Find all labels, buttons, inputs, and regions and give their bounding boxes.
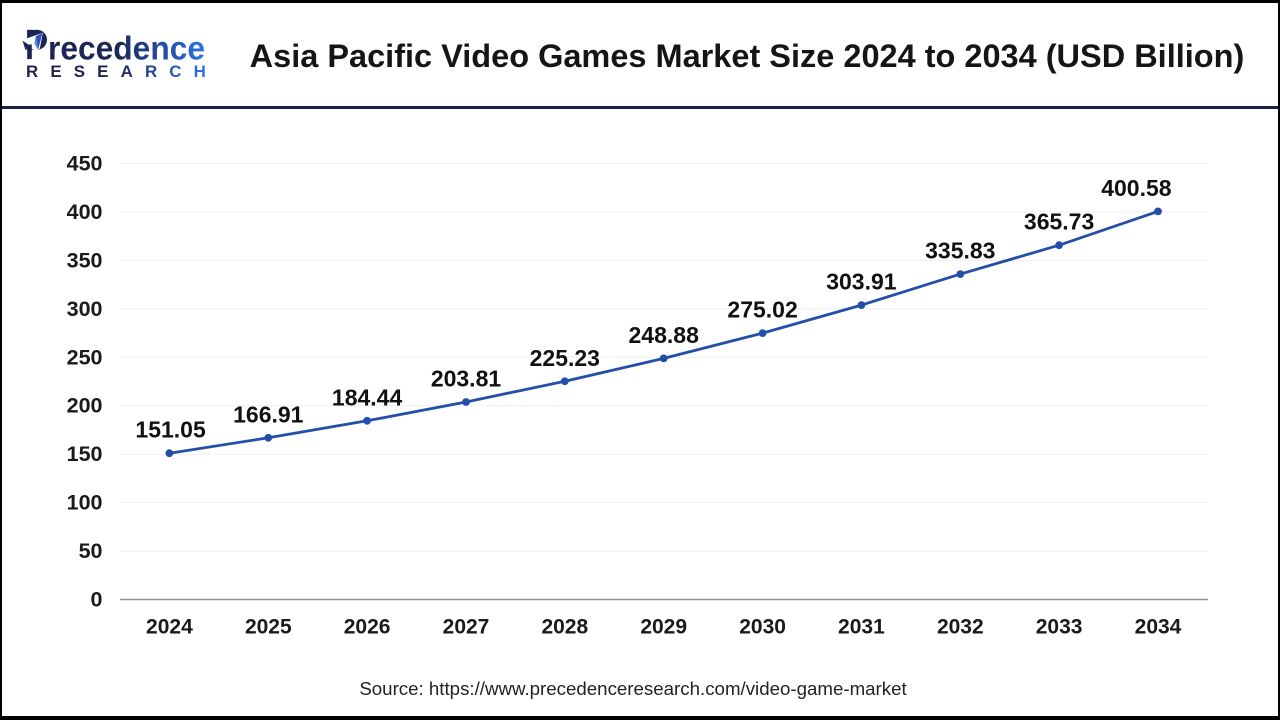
- svg-text:2030: 2030: [739, 616, 786, 639]
- svg-text:2028: 2028: [541, 616, 588, 639]
- svg-text:250: 250: [67, 345, 103, 369]
- svg-text:184.44: 184.44: [332, 384, 403, 410]
- svg-text:275.02: 275.02: [727, 297, 797, 323]
- svg-text:2034: 2034: [1135, 616, 1182, 639]
- svg-text:335.83: 335.83: [925, 238, 995, 264]
- svg-text:2032: 2032: [937, 616, 984, 639]
- svg-text:2025: 2025: [245, 616, 292, 639]
- svg-text:303.91: 303.91: [826, 269, 897, 295]
- svg-text:2033: 2033: [1036, 616, 1083, 639]
- svg-text:RESEARCH: RESEARCH: [26, 62, 210, 81]
- svg-text:300: 300: [67, 297, 103, 321]
- svg-text:0: 0: [91, 588, 103, 612]
- svg-text:248.88: 248.88: [629, 322, 700, 348]
- svg-text:2031: 2031: [838, 616, 885, 639]
- svg-text:450: 450: [67, 152, 103, 176]
- svg-text:400.58: 400.58: [1101, 175, 1172, 201]
- svg-text:350: 350: [67, 248, 103, 272]
- svg-text:400: 400: [67, 200, 103, 224]
- svg-text:2024: 2024: [146, 616, 193, 639]
- svg-text:225.23: 225.23: [530, 345, 600, 371]
- svg-text:151.05: 151.05: [135, 417, 206, 443]
- svg-text:recedence: recedence: [48, 30, 205, 67]
- svg-text:50: 50: [79, 539, 103, 563]
- svg-text:365.73: 365.73: [1024, 209, 1094, 235]
- svg-text:100: 100: [67, 491, 103, 515]
- svg-text:2027: 2027: [443, 616, 490, 639]
- svg-text:200: 200: [67, 394, 103, 418]
- svg-text:166.91: 166.91: [233, 401, 304, 427]
- svg-text:2029: 2029: [640, 616, 687, 639]
- svg-text:203.81: 203.81: [431, 366, 502, 392]
- svg-text:2026: 2026: [344, 616, 391, 639]
- svg-text:150: 150: [67, 442, 103, 466]
